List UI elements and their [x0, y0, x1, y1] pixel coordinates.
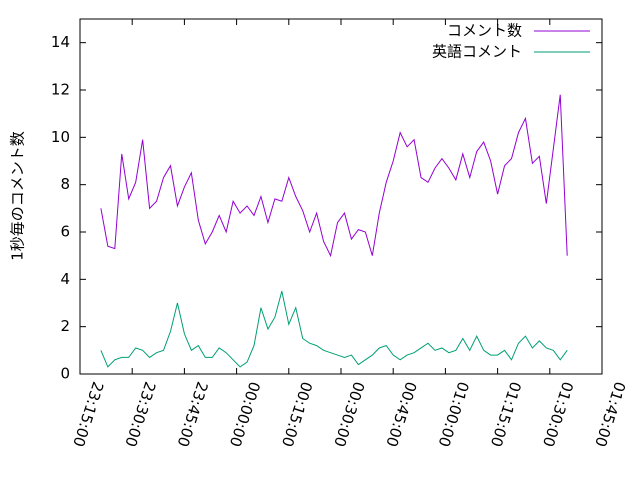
x-tick-label: 00:30:00 — [330, 379, 368, 449]
x-tick-label: 23:30:00 — [121, 379, 159, 449]
y-tick-label: 14 — [51, 33, 70, 51]
x-tick-label: 23:45:00 — [173, 379, 211, 449]
y-axis-label: 1秒毎のコメント数 — [9, 131, 27, 261]
y-tick-label: 10 — [51, 128, 70, 146]
x-tick-label: 01:30:00 — [539, 379, 577, 449]
legend-label: 英語コメント — [432, 43, 522, 61]
y-tick-label: 0 — [60, 365, 70, 383]
x-tick-label: 01:15:00 — [487, 379, 525, 449]
x-tick-label: 23:15:00 — [69, 379, 107, 449]
y-tick-label: 12 — [51, 81, 70, 99]
x-tick-label: 00:00:00 — [226, 379, 264, 449]
x-tick-label: 00:15:00 — [278, 379, 316, 449]
y-tick-label: 4 — [60, 270, 70, 288]
x-tick-label: 01:45:00 — [591, 379, 629, 449]
series-line — [100, 94, 568, 258]
y-tick-label: 2 — [60, 317, 70, 335]
series-line — [100, 291, 568, 368]
legend-label: コメント数 — [447, 22, 522, 40]
y-tick-label: 6 — [60, 223, 70, 241]
y-tick-label: 8 — [60, 175, 70, 193]
x-tick-label: 00:45:00 — [382, 379, 420, 449]
x-tick-label: 01:00:00 — [434, 379, 472, 449]
